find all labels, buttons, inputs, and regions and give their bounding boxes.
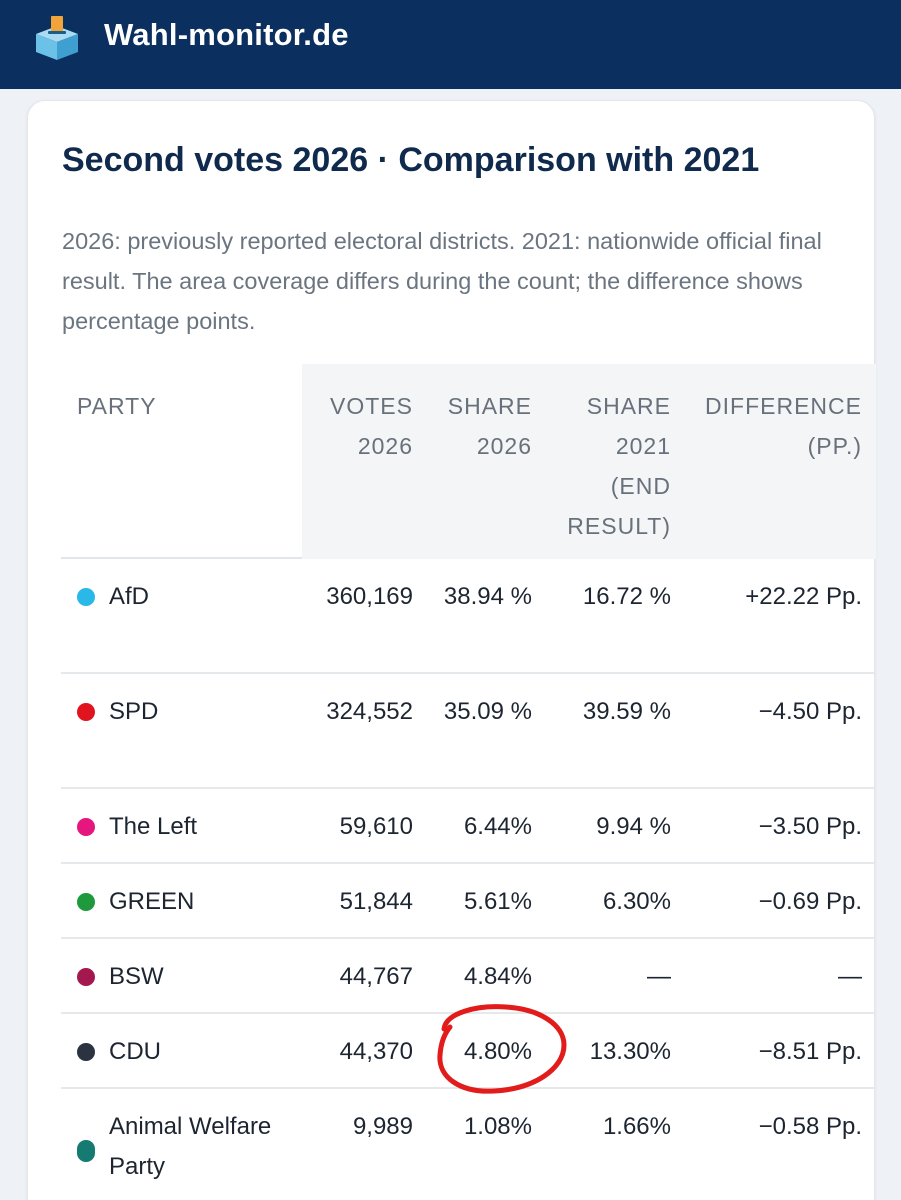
table-row: BSW 44,767 4.84% — — bbox=[61, 939, 876, 1014]
results-card: Second votes 2026 · Comparison with 2021… bbox=[27, 100, 876, 1200]
party-color-dot bbox=[77, 588, 95, 606]
ballot-box-icon[interactable] bbox=[34, 14, 80, 62]
header-shade bbox=[302, 364, 876, 559]
column-header-party[interactable]: PARTY bbox=[77, 393, 157, 419]
party-color-dot bbox=[77, 703, 95, 721]
party-name: The Left bbox=[109, 813, 198, 840]
party-name: SPD bbox=[109, 698, 159, 725]
party-name: Animal Welfare Party bbox=[109, 1113, 272, 1180]
votes-2026: 59,610 bbox=[339, 813, 413, 840]
party-color-dot bbox=[77, 818, 95, 836]
share-2026: 6.44% bbox=[463, 813, 532, 840]
difference: −8.51 Pp. bbox=[758, 1038, 862, 1065]
difference: — bbox=[838, 963, 862, 990]
card-title: Second votes 2026 · Comparison with 2021 bbox=[62, 141, 760, 179]
red-circle-annotation bbox=[437, 1004, 567, 1094]
share-2026: 35.09 % bbox=[443, 698, 532, 725]
share-2021: 13.30% bbox=[589, 1038, 671, 1065]
party-name: BSW bbox=[109, 963, 164, 990]
party-name: GREEN bbox=[109, 888, 195, 915]
column-header-share-2026[interactable]: SHARE 2026 bbox=[447, 393, 532, 459]
party-color-dot bbox=[77, 1043, 95, 1061]
difference: −0.58 Pp. bbox=[758, 1113, 862, 1140]
column-header-votes-2026[interactable]: VOTES 2026 bbox=[330, 393, 413, 459]
difference: −4.50 Pp. bbox=[758, 698, 862, 725]
top-bar: Wahl-monitor.de bbox=[0, 0, 901, 89]
share-2026: 38.94 % bbox=[443, 583, 532, 610]
table-row: SPD 324,552 35.09 % 39.59 % −4.50 Pp. bbox=[61, 674, 876, 789]
share-2026: 4.84% bbox=[463, 963, 532, 990]
share-2021: 9.94 % bbox=[596, 813, 671, 840]
votes-2026: 51,844 bbox=[339, 888, 413, 915]
votes-2026: 9,989 bbox=[352, 1113, 413, 1140]
results-table: PARTY VOTES 2026 SHARE 2026 SHARE 2021 (… bbox=[61, 364, 876, 1200]
votes-2026: 44,767 bbox=[339, 963, 413, 990]
share-2026: 1.08% bbox=[463, 1113, 532, 1140]
difference: −0.69 Pp. bbox=[758, 888, 862, 915]
party-color-dot bbox=[77, 893, 95, 911]
share-2021: — bbox=[647, 963, 671, 990]
share-2021: 1.66% bbox=[602, 1113, 671, 1140]
votes-2026: 360,169 bbox=[326, 583, 413, 610]
card-description: 2026: previously reported electoral dist… bbox=[62, 228, 822, 334]
share-2021: 39.59 % bbox=[582, 698, 671, 725]
votes-2026: 324,552 bbox=[326, 698, 413, 725]
votes-2026: 44,370 bbox=[339, 1038, 413, 1065]
share-2021: 16.72 % bbox=[582, 583, 671, 610]
table-row: The Left 59,610 6.44% 9.94 % −3.50 Pp. bbox=[61, 789, 876, 864]
table-header: PARTY VOTES 2026 SHARE 2026 SHARE 2021 (… bbox=[61, 364, 876, 559]
column-header-difference[interactable]: DIFFERENCE (PP.) bbox=[705, 393, 862, 459]
table-row: GREEN 51,844 5.61% 6.30% −0.69 Pp. bbox=[61, 864, 876, 939]
party-name: AfD bbox=[109, 583, 150, 610]
share-2026: 5.61% bbox=[463, 888, 532, 915]
party-name: CDU bbox=[109, 1038, 161, 1065]
site-brand[interactable]: Wahl-monitor.de bbox=[104, 17, 349, 52]
difference: +22.22 Pp. bbox=[745, 583, 862, 610]
table-row: AfD 360,169 38.94 % 16.72 % +22.22 Pp. bbox=[61, 559, 876, 674]
share-2026: 4.80% bbox=[463, 1038, 532, 1065]
column-header-share-2021[interactable]: SHARE 2021 (END RESULT) bbox=[567, 393, 671, 539]
party-color-dot bbox=[77, 1140, 95, 1162]
share-2021: 6.30% bbox=[602, 888, 671, 915]
table-row: Animal Welfare Party 9,989 1.08% 1.66% −… bbox=[61, 1089, 876, 1200]
party-color-dot bbox=[77, 968, 95, 986]
difference: −3.50 Pp. bbox=[758, 813, 862, 840]
